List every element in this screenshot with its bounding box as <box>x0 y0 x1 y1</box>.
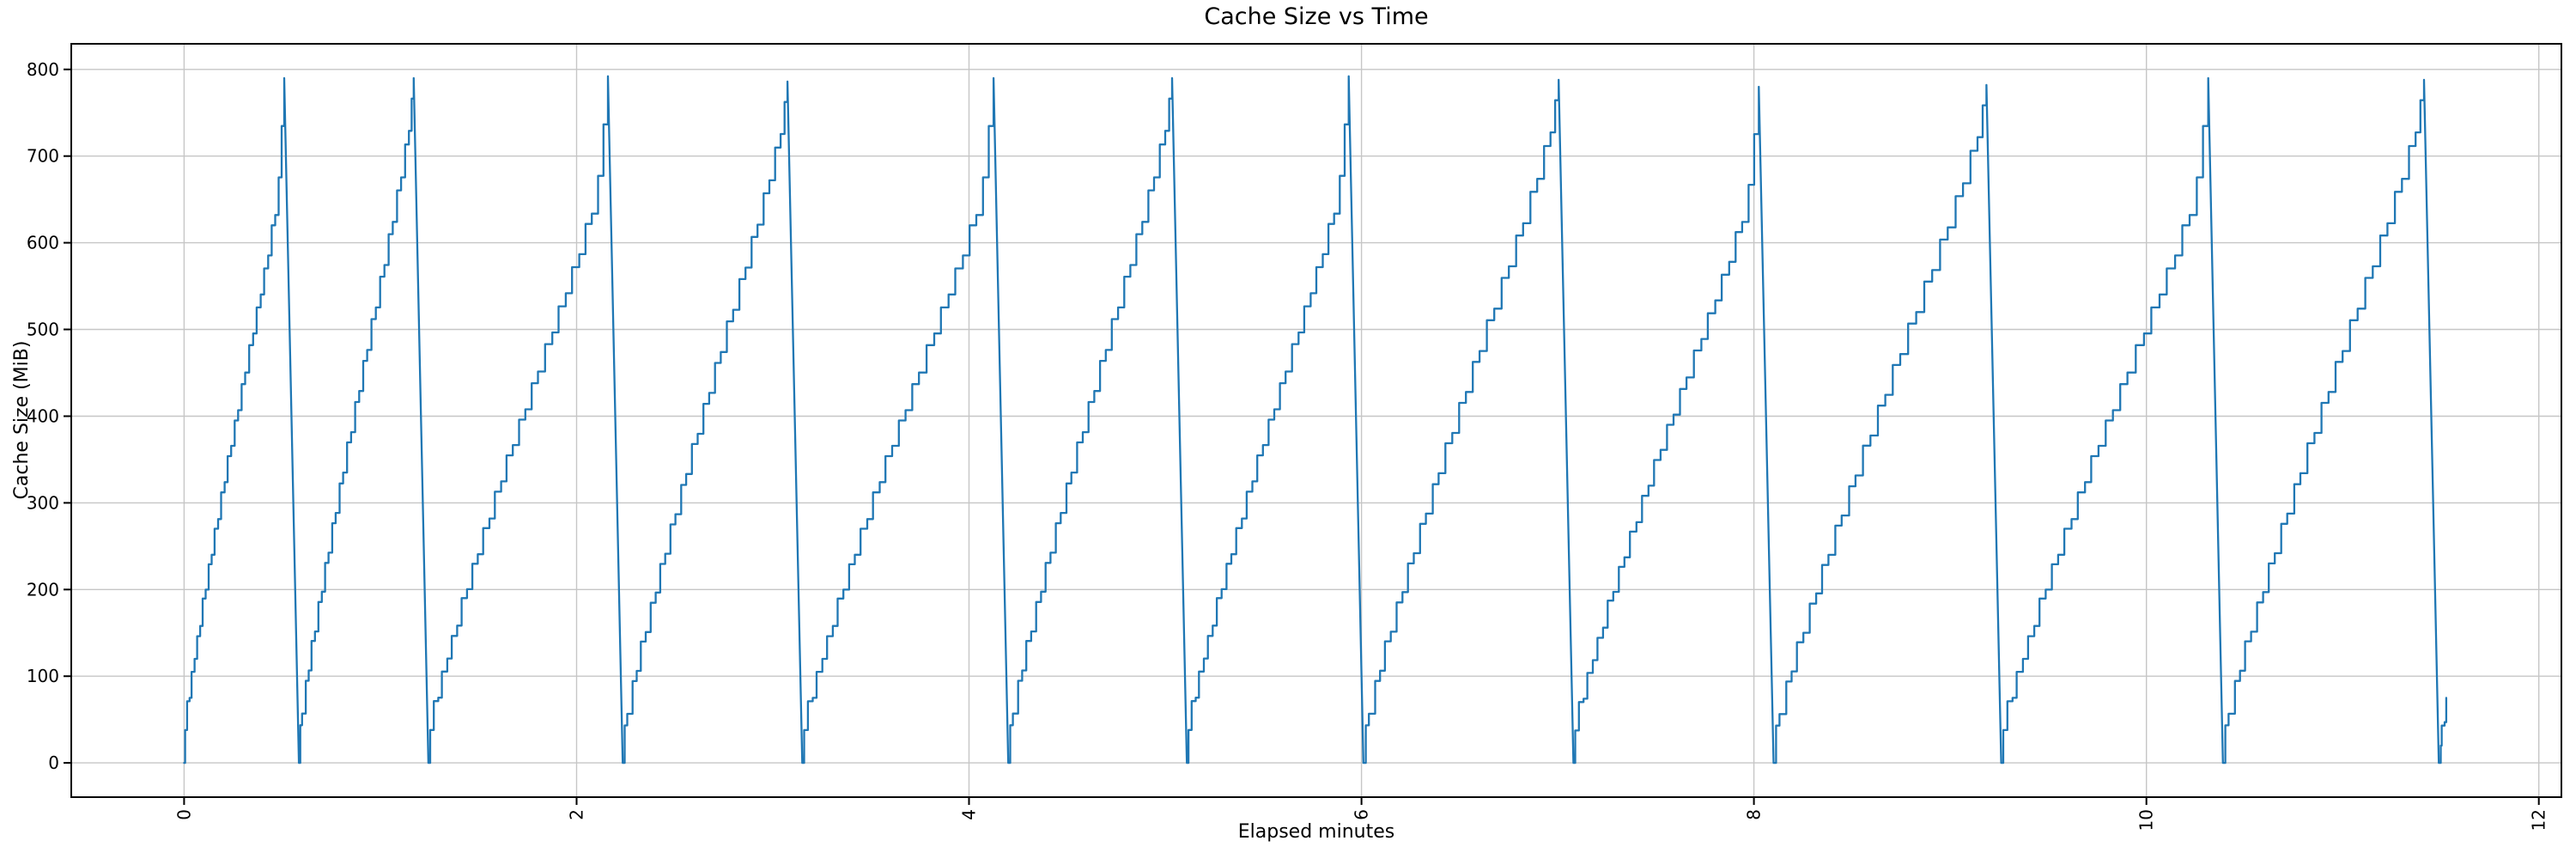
y-tick-label: 700 <box>27 146 59 167</box>
y-tick-label: 400 <box>27 406 59 427</box>
y-tick-label: 0 <box>48 752 59 773</box>
x-tick-label: 8 <box>1744 809 1765 820</box>
y-tick-label: 800 <box>27 59 59 80</box>
x-tick-label: 6 <box>1352 809 1372 820</box>
y-tick-label: 500 <box>27 320 59 340</box>
y-tick-label: 200 <box>27 579 59 600</box>
y-axis-label: Cache Size (MiB) <box>11 340 33 500</box>
x-tick-label: 4 <box>959 809 980 820</box>
y-tick-label: 600 <box>27 233 59 253</box>
x-tick-label: 0 <box>173 809 194 820</box>
x-tick-label: 12 <box>2529 809 2549 831</box>
y-tick-label: 100 <box>27 666 59 686</box>
x-tick-label: 2 <box>567 809 587 820</box>
x-axis-label: Elapsed minutes <box>1237 821 1395 843</box>
axes-border <box>70 43 2562 798</box>
chart-title: Cache Size vs Time <box>1204 3 1429 30</box>
x-tick-label: 10 <box>2136 809 2157 831</box>
y-tick-label: 300 <box>27 492 59 513</box>
cache-size-line <box>183 75 2448 765</box>
